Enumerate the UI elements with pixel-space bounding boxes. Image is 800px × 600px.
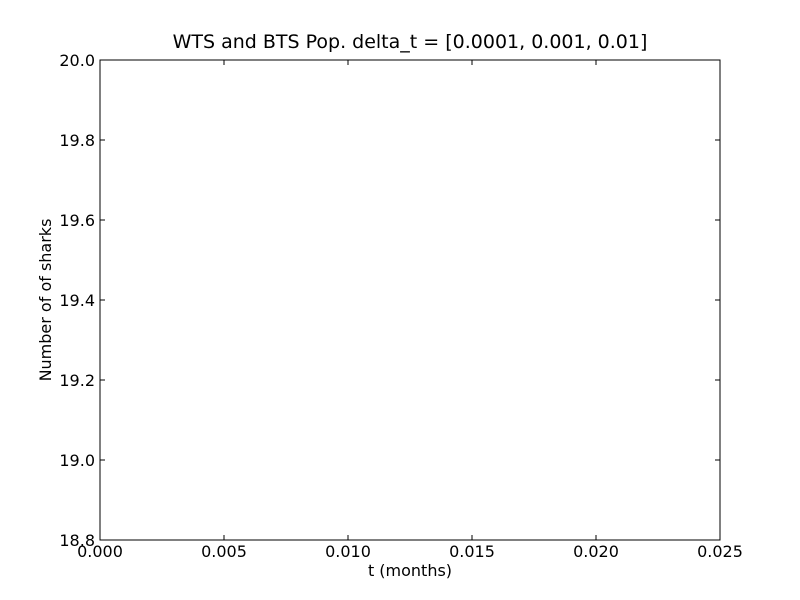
x-tick-label: 0.020 bbox=[573, 542, 619, 561]
y-tick-label: 19.2 bbox=[59, 371, 95, 390]
x-tick-label: 0.010 bbox=[325, 542, 371, 561]
x-tick-label: 0.025 bbox=[697, 542, 743, 561]
x-axis-label: t (months) bbox=[368, 561, 452, 580]
y-tick-label: 20.0 bbox=[59, 51, 95, 70]
x-tick-label: 0.015 bbox=[449, 542, 495, 561]
y-tick-label: 19.0 bbox=[59, 451, 95, 470]
x-tick-label: 0.000 bbox=[77, 542, 123, 561]
y-tick-label: 19.4 bbox=[59, 291, 95, 310]
y-tick-label: 19.8 bbox=[59, 131, 95, 150]
x-axis: 0.000 0.005 0.010 0.015 0.020 0.025 bbox=[77, 60, 743, 561]
y-tick-label: 19.6 bbox=[59, 211, 95, 230]
chart-title: WTS and BTS Pop. delta_t = [0.0001, 0.00… bbox=[173, 31, 648, 53]
y-axis: 18.8 19.0 19.2 19.4 19.6 19.8 20.0 bbox=[59, 51, 720, 550]
plot-area bbox=[99, 59, 721, 541]
y-tick-label: 18.8 bbox=[59, 531, 95, 550]
y-axis-label: Number of of sharks bbox=[36, 219, 55, 382]
x-tick-label: 0.005 bbox=[201, 542, 247, 561]
